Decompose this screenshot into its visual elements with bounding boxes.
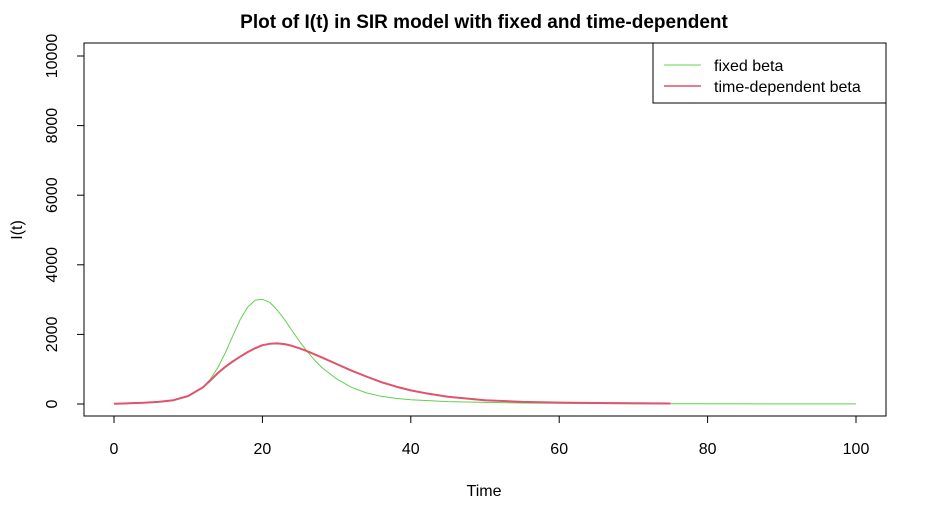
series-line-fixed-beta [113,298,856,405]
y-tick-label: 10000 [44,34,61,79]
x-tick-label: 20 [254,441,272,458]
series-line-time-dependent-beta [113,342,671,405]
chart-title: Plot of I(t) in SIR model with fixed and… [240,12,728,33]
x-tick-label: 80 [699,441,717,458]
x-tick-label: 60 [550,441,568,458]
legend-box [652,42,887,104]
x-tick-label: 0 [110,441,119,458]
y-tick-label: 8000 [44,108,61,144]
x-axis: 0 20 40 60 80 100 [110,415,870,458]
x-tick-label: 100 [843,441,870,458]
y-tick-label: 2000 [44,317,61,353]
x-tick-label: 40 [402,441,420,458]
y-tick-label: 6000 [44,177,61,213]
series-group [113,298,856,405]
legend-label-fixed-beta: fixed beta [714,58,783,75]
y-axis-label: I(t) [9,220,26,240]
y-axis: 0 2000 4000 6000 8000 10000 [44,34,85,408]
x-axis-label: Time [467,483,502,500]
y-tick-label: 4000 [44,247,61,283]
y-tick-label: 0 [44,399,61,408]
legend-label-time-dependent-beta: time-dependent beta [714,79,861,96]
legend: fixed beta time-dependent beta [652,42,887,104]
